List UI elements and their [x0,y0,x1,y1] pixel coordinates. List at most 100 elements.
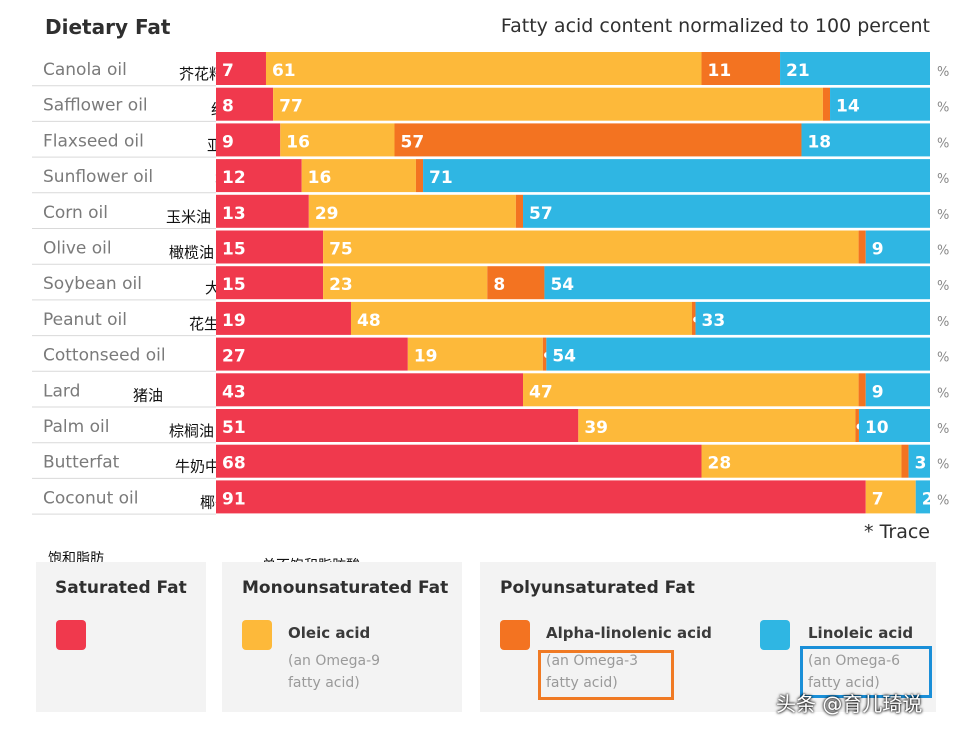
chart-title: Dietary Fat [45,15,171,39]
legend-saturated-heading: Saturated Fat [55,578,187,598]
oil-label-zh: 橄榄油 [169,244,214,262]
oleic-swatch [242,620,272,650]
chart-subtitle: Fatty acid content normalized to 100 per… [500,15,930,37]
data-label: 57 [401,132,425,152]
legend-poly-heading: Polyunsaturated Fat [500,578,695,598]
percent-sign: % [937,493,949,508]
data-label: 29 [315,204,339,224]
omega6-highlight-box [800,646,932,698]
legend-poly-panel: Polyunsaturated Fat Alpha-linolenic acid… [480,562,936,712]
saturated-bar [216,266,324,300]
data-label: 39 [584,418,608,438]
data-label: 9 [872,382,884,402]
data-label: 54 [550,275,574,295]
legend-mono-heading: Monounsaturated Fat [242,578,449,598]
percent-sign: % [937,422,949,437]
data-label: 19 [222,311,246,331]
oleic-bar [280,123,395,157]
linoleic-bar [865,230,930,264]
data-label: 3 [915,454,927,474]
data-label: 27 [222,347,246,367]
linoleic-bar [423,159,930,193]
oil-label: Palm oil [43,417,109,437]
saturated-bar [216,52,266,85]
linoleic-bar [544,266,930,300]
saturated-bar [216,230,324,264]
data-label: 71 [429,168,453,188]
linoleic-bar [830,87,930,121]
oil-label: Peanut oil [43,310,127,330]
oil-label-zh: 玉米油 [166,208,211,226]
omega3-highlight-box [538,650,674,700]
data-label: 54 [552,347,576,367]
saturated-bar [216,301,351,335]
linoleic-acid-sub1: (an Omega-6 [808,653,901,669]
percent-sign: % [937,101,949,116]
percent-sign: % [937,351,949,366]
saturated-bar [216,194,309,228]
data-label: 68 [222,454,246,474]
percent-sign: % [937,172,949,187]
data-label: 9 [222,132,234,152]
percent-sign: % [937,136,949,151]
data-label: 21 [786,61,810,81]
legend-saturated-panel: Saturated Fat [36,562,206,712]
oil-label-zh: 棕榈油 [169,422,214,440]
linoleic-swatch [760,620,790,650]
alpha-linolenic-sub1: (an Omega-3 [546,653,639,669]
oleic-bar [273,87,823,121]
linoleic-bar [546,337,930,371]
linoleic-bar [695,301,930,335]
oleic-bar [323,230,859,264]
alpha-linolenic-sub2: fatty acid) [546,675,618,691]
data-label: 10 [865,418,889,438]
oil-label: Lard [43,381,80,401]
data-label: 12 [222,168,246,188]
oleic-bar [701,444,902,478]
data-label: 23 [329,275,353,295]
oil-label: Sunflower oil [43,167,153,187]
saturated-bar [216,373,524,407]
alpha-linolenic-bar [415,159,424,193]
alpha-linolenic-bar [542,337,547,371]
percent-sign: % [937,279,949,294]
alpha-linolenic-bar [822,87,831,121]
alpha-linolenic-bar [487,266,545,300]
percent-sign: % [937,65,949,80]
data-label: 28 [708,454,732,474]
oil-label: Flaxseed oil [43,131,144,151]
oil-label: Butterfat [43,453,120,473]
saturated-bar [216,480,866,514]
data-label: 11 [708,61,732,81]
saturated-bar [216,337,408,371]
saturated-bar [216,409,579,442]
data-label: 19 [414,347,438,367]
alpha-linolenic-bar [692,301,696,335]
linoleic-bar [908,444,930,478]
linoleic-bar [915,480,930,514]
data-label: 75 [329,240,353,260]
linoleic-acid-sub2: fatty acid) [808,675,880,691]
data-label: 61 [272,61,296,81]
data-label: 16 [308,168,332,188]
oil-label: Safflower oil [43,96,148,116]
alpha-linolenic-swatch [500,620,530,650]
data-label: 57 [529,204,553,224]
linoleic-bar [865,373,930,407]
oil-label: Cottonseed oil [43,346,166,366]
oleic-acid-sub2: fatty acid) [288,675,360,691]
oleic-bar [301,159,416,193]
alpha-linolenic-bar [701,52,781,85]
linoleic-acid-label: Linoleic acid [808,624,914,642]
oleic-bar [265,52,702,85]
data-label: 51 [222,418,246,438]
data-label: 18 [807,132,831,152]
alpha-linolenic-label: Alpha-linolenic acid [546,624,712,642]
percent-sign: % [937,208,949,223]
oleic-bar [523,373,859,407]
data-label: 14 [836,97,860,117]
oil-label: Coconut oil [43,488,138,508]
percent-sign: % [937,386,949,401]
saturated-bar [216,444,702,478]
oleic-bar [350,301,692,335]
